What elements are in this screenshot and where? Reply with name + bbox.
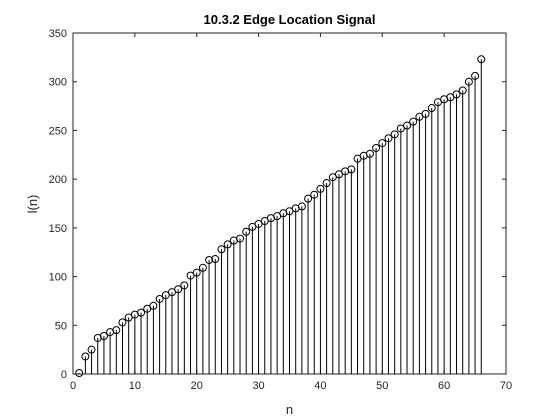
stem-marker	[137, 308, 146, 317]
stem-marker	[198, 263, 207, 272]
stem-marker	[310, 190, 319, 199]
y-tick-label: 200	[49, 174, 67, 186]
y-axis-label: l(n)	[25, 195, 40, 214]
y-tick-label: 350	[49, 28, 67, 40]
stem-marker	[180, 281, 189, 290]
x-tick-label: 0	[70, 380, 76, 392]
tick-labels: 0 10 20 30 40 50 60 70 0 50 100 150 200 250 300 350	[49, 28, 512, 392]
stem-marker	[211, 255, 220, 264]
stem-marker	[421, 109, 430, 118]
x-tick-label: 30	[252, 380, 264, 392]
stem-marker	[384, 134, 393, 143]
stem-marker	[322, 179, 331, 188]
stem-marker	[118, 318, 127, 327]
stem-marker	[471, 71, 480, 80]
stem-marker	[174, 285, 183, 294]
stem-marker	[403, 121, 412, 130]
stem-marker	[297, 202, 306, 211]
stem-marker	[316, 184, 325, 193]
stem-marker	[99, 332, 108, 341]
stem-marker	[464, 77, 473, 86]
stem-marker	[242, 227, 251, 236]
x-tick-label: 20	[191, 380, 203, 392]
stem-marker	[427, 104, 436, 113]
y-tick-label: 0	[61, 369, 67, 381]
x-axis-label: n	[286, 402, 293, 417]
stem-marker	[192, 268, 201, 277]
stem-marker	[87, 345, 96, 354]
stem-marker	[236, 234, 245, 243]
y-tick-label: 300	[49, 77, 67, 89]
stem-marker	[304, 194, 313, 203]
stem-marker	[75, 369, 84, 378]
chart-title: 10.3.2 Edge Location Signal	[204, 12, 376, 27]
stem-marker	[347, 165, 356, 174]
stem-marker	[112, 326, 121, 335]
stem-marker	[477, 55, 486, 64]
stem-marker	[155, 294, 164, 303]
x-tick-label: 50	[376, 380, 388, 392]
stem-series	[75, 55, 486, 378]
x-tick-label: 10	[129, 380, 141, 392]
stem-marker	[378, 139, 387, 148]
x-tick-label: 70	[500, 380, 512, 392]
x-tick-label: 60	[438, 380, 450, 392]
stem-marker	[452, 90, 461, 99]
stem-marker	[458, 86, 467, 95]
stem-marker	[372, 143, 381, 152]
stem-marker	[81, 352, 90, 361]
x-tick-label: 40	[314, 380, 326, 392]
stem-marker	[205, 256, 214, 265]
stem-marker	[217, 245, 226, 254]
stem-marker	[390, 130, 399, 139]
stem-marker	[149, 301, 158, 310]
y-tick-label: 100	[49, 272, 67, 284]
stem-marker	[223, 240, 232, 249]
y-tick-label: 50	[55, 320, 67, 332]
y-tick-label: 150	[49, 223, 67, 235]
stem-marker	[409, 117, 418, 126]
stem-marker	[365, 149, 374, 158]
y-tick-label: 250	[49, 125, 67, 137]
